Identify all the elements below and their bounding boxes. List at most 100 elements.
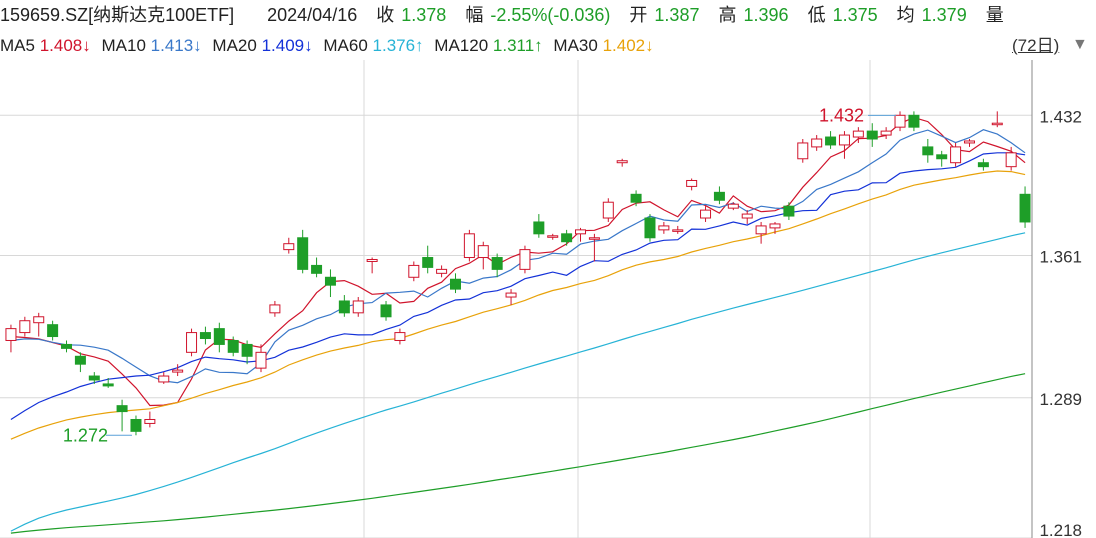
ma-line-ma20 bbox=[10, 152, 1026, 421]
ma30-name: MA30 bbox=[553, 36, 598, 55]
candle-body-down bbox=[491, 257, 503, 270]
candle-body-down bbox=[422, 257, 434, 268]
candle bbox=[963, 139, 975, 147]
candle bbox=[74, 352, 86, 373]
candle-body-down bbox=[130, 418, 142, 432]
period-selector[interactable]: (72日) bbox=[1012, 36, 1060, 55]
candle-body-up bbox=[269, 304, 281, 314]
candle bbox=[519, 245, 531, 274]
candle-body-up bbox=[436, 268, 448, 274]
candle bbox=[269, 300, 281, 317]
candle bbox=[727, 202, 739, 211]
ma20-legend: MA20 1.409↓ bbox=[212, 34, 312, 58]
close-value: 1.378 bbox=[401, 5, 447, 25]
candle-body-up bbox=[727, 203, 739, 209]
y-axis: 1.432 1.361 1.289 1.218 bbox=[1031, 60, 1082, 538]
candle-body-down bbox=[783, 205, 795, 217]
candle bbox=[797, 139, 809, 163]
candle bbox=[255, 344, 267, 373]
kline-chart: 1.432 1.272 1.432 1.361 1.289 1.218 bbox=[0, 60, 1082, 538]
ma30-legend: MA30 1.402↓ bbox=[553, 34, 653, 58]
high-label: 高 bbox=[718, 5, 737, 25]
candle bbox=[950, 142, 962, 167]
candle bbox=[311, 257, 323, 278]
candle bbox=[324, 269, 336, 298]
candle bbox=[783, 202, 795, 220]
y-tick-label: 1.289 bbox=[1039, 390, 1082, 409]
chart-annotations: 1.432 1.272 bbox=[63, 105, 897, 445]
ma-legend: MA5 1.408↓ MA10 1.413↓ MA20 1.409↓ MA60 … bbox=[0, 34, 654, 58]
candle bbox=[380, 300, 392, 321]
candle-body-up bbox=[158, 375, 170, 383]
candle bbox=[158, 372, 170, 384]
candle-body-up bbox=[991, 122, 1003, 126]
candle bbox=[477, 241, 489, 270]
candle-body-up bbox=[283, 243, 295, 251]
candle bbox=[936, 150, 948, 167]
candle-body-down bbox=[74, 355, 86, 365]
candle bbox=[741, 210, 753, 224]
change-label: 幅 bbox=[465, 5, 484, 25]
candle-body-up bbox=[672, 229, 684, 232]
candle bbox=[616, 158, 628, 167]
moving-average-lines bbox=[10, 116, 1026, 534]
candle-body-up bbox=[755, 225, 767, 235]
candle-body-up bbox=[616, 160, 628, 164]
candle bbox=[199, 326, 211, 345]
low-value: 1.375 bbox=[832, 5, 878, 25]
candle-body-down bbox=[116, 405, 128, 413]
candle-body-down bbox=[338, 300, 350, 314]
change-value: -2.55%(-0.036) bbox=[490, 5, 611, 25]
ma-line-ma5 bbox=[10, 116, 1026, 407]
candle bbox=[880, 127, 892, 140]
candle-body-up bbox=[547, 235, 559, 238]
ma60-name: MA60 bbox=[323, 36, 368, 55]
candle-body-up bbox=[686, 179, 698, 187]
ma-line-ma60 bbox=[10, 232, 1026, 532]
candle-body-up bbox=[658, 225, 670, 231]
candle-body-up bbox=[144, 418, 156, 424]
min-price-label: 1.272 bbox=[63, 425, 108, 445]
candle-body-down bbox=[213, 328, 225, 345]
candle-body-up bbox=[811, 138, 823, 148]
ma120-name: MA120 bbox=[434, 36, 489, 55]
candle-body-down bbox=[825, 136, 837, 146]
candle bbox=[866, 123, 878, 147]
candle-body-up bbox=[255, 351, 267, 369]
candle-body-up bbox=[852, 130, 864, 138]
candle-body-down bbox=[297, 237, 309, 270]
candle-body-up bbox=[477, 245, 489, 259]
ma5-value: 1.408↓ bbox=[39, 36, 91, 55]
quote-header: 159659.SZ[纳斯达克100ETF] 2024/04/16 收 1.378… bbox=[0, 2, 1004, 28]
candle-body-up bbox=[894, 114, 906, 128]
candle bbox=[644, 214, 656, 242]
candle-body-down bbox=[533, 221, 545, 235]
candle bbox=[116, 399, 128, 432]
candle bbox=[922, 139, 934, 163]
candle bbox=[422, 245, 434, 274]
candle bbox=[394, 328, 406, 345]
volume-label: 量 bbox=[985, 5, 1004, 25]
candle bbox=[352, 297, 364, 317]
candle bbox=[505, 289, 517, 305]
candle bbox=[561, 229, 573, 246]
candle-body-down bbox=[241, 343, 253, 357]
candle bbox=[241, 340, 253, 365]
candle bbox=[755, 221, 767, 244]
ma10-name: MA10 bbox=[101, 36, 146, 55]
candle-body-down bbox=[922, 146, 934, 156]
candle bbox=[991, 111, 1003, 128]
candle-body-up bbox=[463, 233, 475, 259]
candle-body-down bbox=[630, 193, 642, 203]
candle bbox=[630, 190, 642, 207]
ma60-legend: MA60 1.376↑ bbox=[323, 34, 423, 58]
candle bbox=[686, 178, 698, 191]
candle bbox=[602, 198, 614, 222]
triangle-down-icon[interactable]: ▼ bbox=[1072, 36, 1088, 53]
ma-line-ma10 bbox=[10, 129, 1026, 384]
ma5-legend: MA5 1.408↓ bbox=[0, 34, 91, 58]
ma20-name: MA20 bbox=[212, 36, 257, 55]
candle-body-up bbox=[700, 209, 712, 219]
candle-body-up bbox=[797, 142, 809, 160]
candle-body-down bbox=[311, 264, 323, 274]
